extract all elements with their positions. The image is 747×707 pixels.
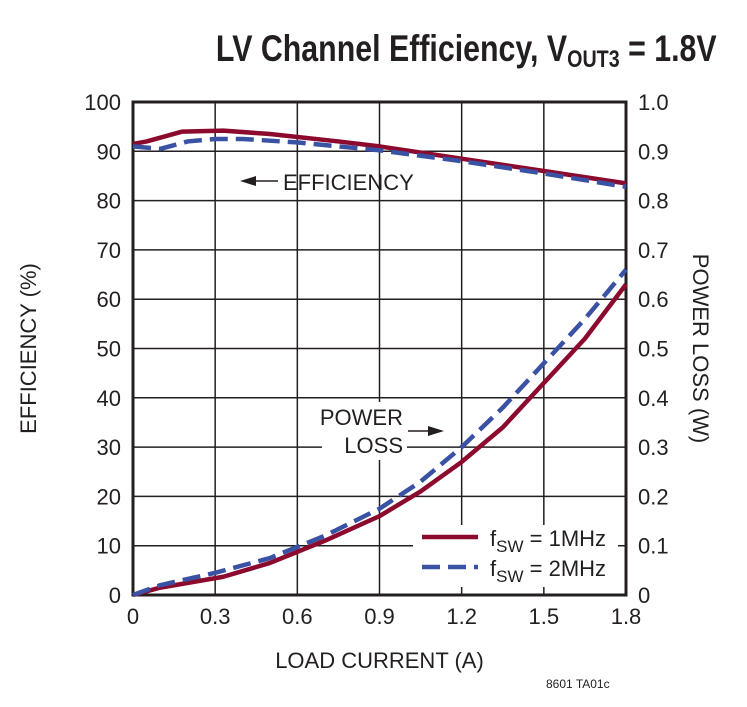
y2-tick-label: 0.4 [638, 386, 669, 411]
efficiency-arrow-icon [240, 176, 256, 186]
x-tick-label: 0 [127, 604, 139, 629]
y-tick-label: 20 [97, 484, 121, 509]
y2-tick-label: 0.8 [638, 189, 669, 214]
y-tick-label: 90 [97, 139, 121, 164]
power-loss-annotation: LOSS [344, 433, 403, 458]
series-line-1mhz-efficiency [132, 128, 627, 186]
y-tick-label: 100 [84, 90, 121, 115]
x-tick-label: 0.6 [282, 604, 313, 629]
y-tick-label: 10 [97, 534, 121, 559]
y2-tick-label: 0.3 [638, 435, 669, 460]
legend-label: fSW = 2MHz [490, 556, 606, 586]
y-tick-label: 40 [97, 386, 121, 411]
y2-axis-label: POWER LOSS (W) [688, 254, 713, 443]
y2-tick-label: 1.0 [638, 90, 669, 115]
y-tick-label: 30 [97, 435, 121, 460]
power-loss-annotation: POWER [320, 405, 403, 430]
x-tick-label: 0.9 [364, 604, 395, 629]
annotation-bg [322, 402, 407, 460]
y2-tick-label: 0.1 [638, 534, 669, 559]
footnote: 8601 TA01c [546, 677, 610, 691]
plot-frame [131, 100, 628, 597]
x-tick-label: 1.2 [446, 604, 477, 629]
x-tick-label: 1.8 [611, 604, 642, 629]
legend-label: fSW = 1MHz [490, 526, 606, 556]
series-line-1mhz-power-loss [132, 283, 628, 598]
y-tick-label: 80 [97, 189, 121, 214]
chart-title: LV Channel Efficiency, VOUT3 = 1.8V [216, 28, 717, 73]
y2-tick-label: 0.7 [638, 238, 669, 263]
x-axis-label: LOAD CURRENT (A) [275, 648, 484, 673]
series-line-2mhz-efficiency [132, 136, 627, 190]
y2-tick-label: 0.9 [638, 139, 669, 164]
x-tick-label: 0.3 [200, 604, 231, 629]
power-loss-arrow-icon [428, 426, 444, 436]
y-tick-label: 70 [97, 238, 121, 263]
y-tick-label: 0 [109, 583, 121, 608]
y-tick-label: 50 [97, 337, 121, 362]
y2-tick-label: 0.5 [638, 337, 669, 362]
y2-tick-label: 0.6 [638, 287, 669, 312]
y-axis-label: EFFICIENCY (%) [16, 263, 41, 434]
series-line-2mhz-power-loss [132, 268, 628, 598]
y-tick-label: 60 [97, 287, 121, 312]
y2-tick-label: 0 [638, 583, 650, 608]
y2-tick-label: 0.2 [638, 484, 669, 509]
efficiency-annotation: EFFICIENCY [283, 170, 414, 195]
x-tick-label: 1.5 [529, 604, 560, 629]
